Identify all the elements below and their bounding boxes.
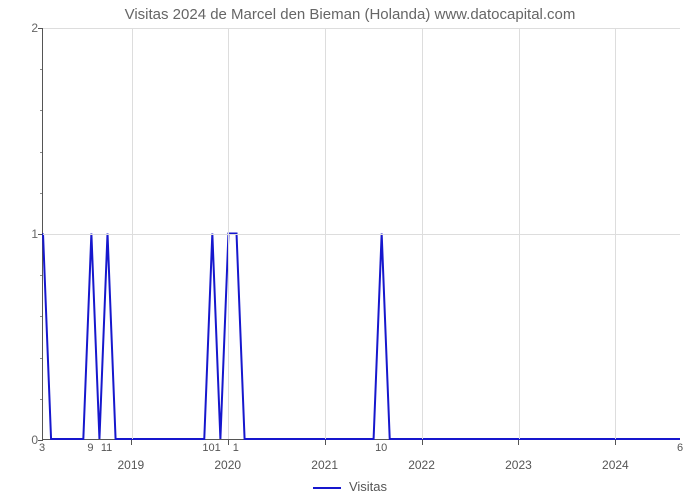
x-year-label: 2019 — [117, 458, 144, 472]
y-tick-label: 1 — [8, 227, 38, 241]
x-data-label: 101 — [202, 442, 220, 454]
x-tick-mark — [131, 440, 132, 445]
plot-area — [42, 28, 680, 440]
x-data-label: 3 — [39, 442, 45, 454]
grid-line-v — [132, 28, 133, 439]
x-year-label: 2024 — [602, 458, 629, 472]
x-data-label: 10 — [375, 442, 387, 454]
legend: Visitas — [0, 479, 700, 494]
y-axis-labels: 012 — [0, 28, 42, 440]
data-line — [43, 234, 680, 440]
grid-line-v — [615, 28, 616, 439]
x-year-label: 2021 — [311, 458, 338, 472]
x-year-label: 2022 — [408, 458, 435, 472]
chart-title: Visitas 2024 de Marcel den Bieman (Holan… — [0, 6, 700, 23]
y-tick-label: 0 — [8, 433, 38, 447]
x-tick-mark — [325, 440, 326, 445]
x-tick-mark — [615, 440, 616, 445]
x-tick-mark — [228, 440, 229, 445]
grid-line-v — [325, 28, 326, 439]
x-data-label: 6 — [677, 442, 683, 454]
grid-line-v — [519, 28, 520, 439]
x-year-label: 2020 — [214, 458, 241, 472]
chart-container: Visitas 2024 de Marcel den Bieman (Holan… — [0, 0, 700, 500]
grid-line-v — [228, 28, 229, 439]
grid-line-h — [43, 28, 680, 29]
legend-swatch — [313, 487, 341, 489]
x-data-label: 9 — [87, 442, 93, 454]
x-data-label: 1 — [233, 442, 239, 454]
grid-line-h — [43, 234, 680, 235]
x-year-label: 2023 — [505, 458, 532, 472]
legend-label: Visitas — [349, 479, 387, 494]
x-tick-mark — [518, 440, 519, 445]
grid-line-v — [422, 28, 423, 439]
x-data-label: 11 — [101, 442, 112, 454]
x-tick-mark — [422, 440, 423, 445]
y-tick-label: 2 — [8, 21, 38, 35]
